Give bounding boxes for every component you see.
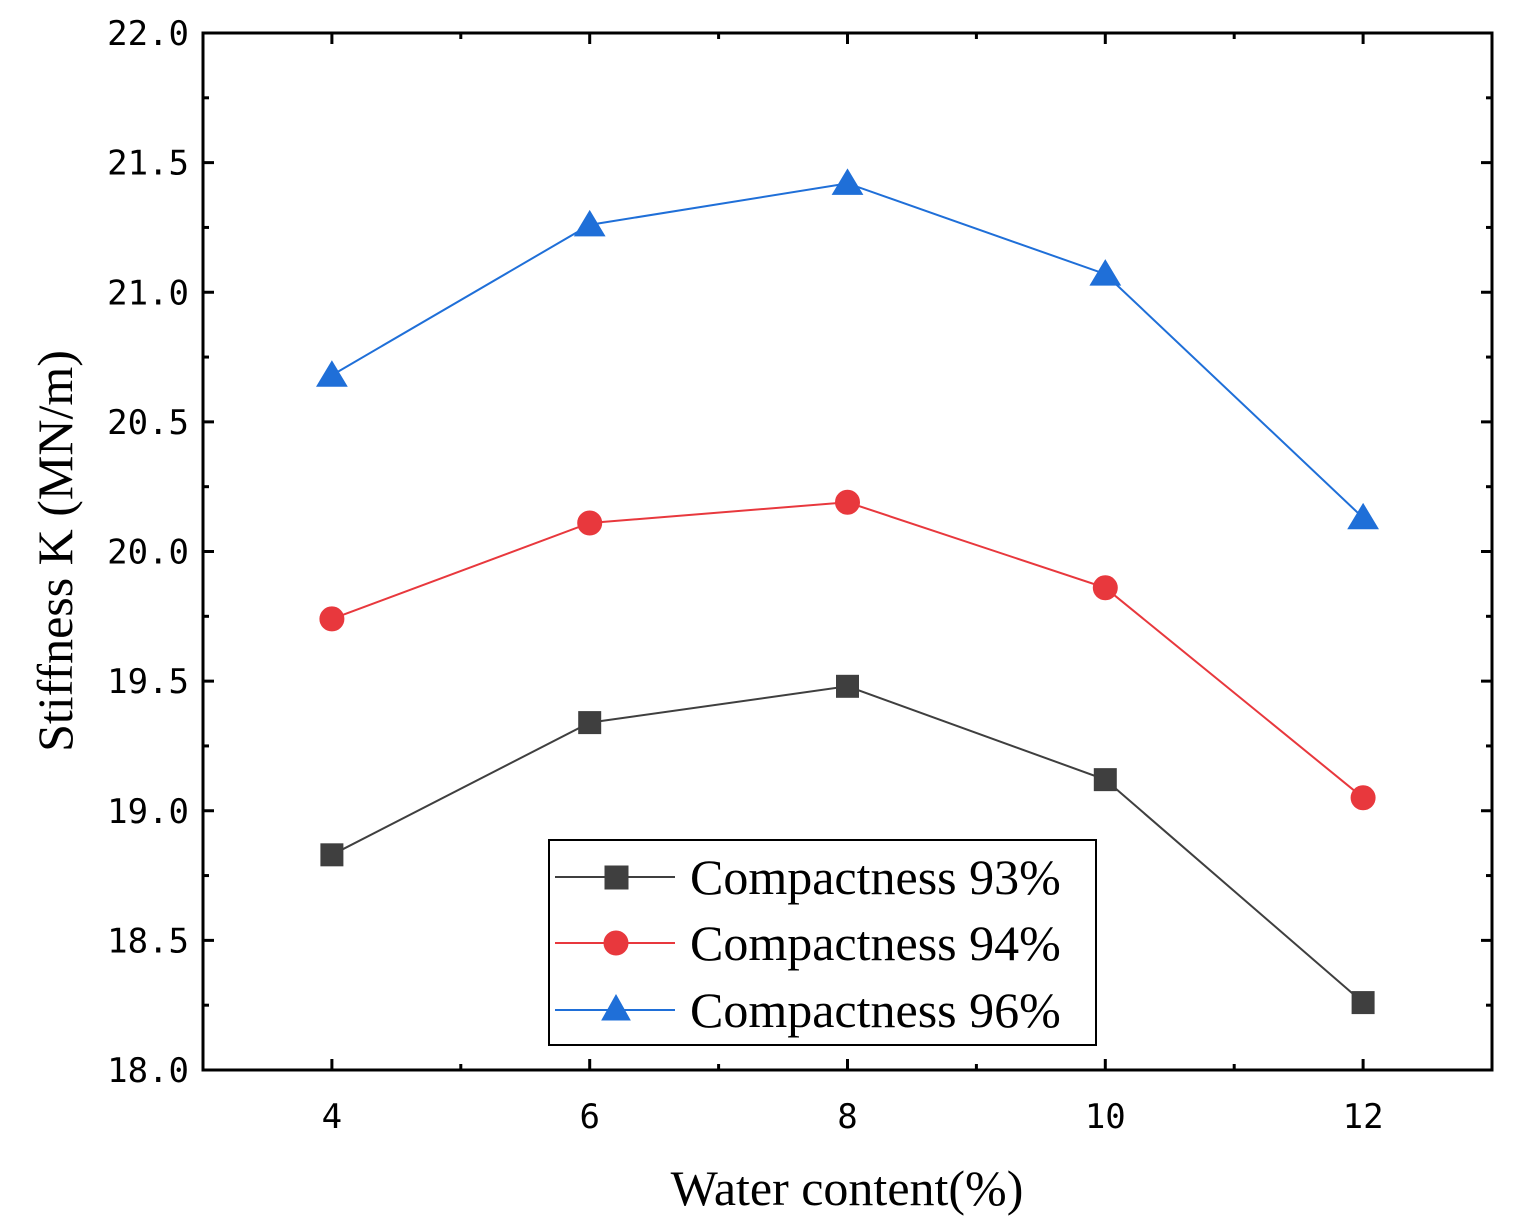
- ticks-layer: 18.0 18.5 19.0 19.5 20.0 20.5 21.0 21.5 22.0 4 6 8 1…: [107, 14, 1494, 1137]
- x-tick-label: 6: [579, 1097, 599, 1137]
- legend-marker-94: [603, 930, 629, 956]
- data-point: [573, 209, 606, 237]
- y-tick-label: 20.0: [107, 533, 189, 573]
- legend: Compactness 93% Compactness 94% Compactn…: [548, 839, 1097, 1046]
- y-tick-label: 21.0: [107, 273, 189, 313]
- x-tick-label: 10: [1085, 1097, 1126, 1137]
- data-point: [1351, 991, 1375, 1015]
- y-tick-label: 19.0: [107, 792, 189, 832]
- y-tick-label: 22.0: [107, 14, 189, 54]
- data-point: [1093, 768, 1117, 792]
- series-line: [331, 182, 1364, 519]
- x-axis-title: Water content(%): [671, 1160, 1024, 1216]
- data-point: [1350, 785, 1376, 811]
- legend-item-93: Compactness 93%: [555, 849, 1061, 905]
- data-point: [319, 606, 345, 632]
- y-tick-label: 18.5: [107, 921, 189, 961]
- x-tick-label: 8: [837, 1097, 857, 1137]
- series-3: [316, 168, 1379, 530]
- y-tick-label: 18.0: [107, 1051, 189, 1091]
- data-point: [1092, 575, 1118, 601]
- data-point: [316, 360, 348, 387]
- legend-item-96: Compactness 96%: [555, 982, 1061, 1038]
- legend-label-96: Compactness 96%: [690, 982, 1061, 1038]
- series-line: [331, 501, 1364, 799]
- series-2: [319, 489, 1376, 811]
- y-tick-label: 21.5: [107, 144, 189, 184]
- y-axis-title: Stiffness K (MN/m): [27, 350, 83, 752]
- plot-frame: [201, 31, 1494, 1072]
- legend-marker-96: [601, 993, 631, 1021]
- data-point: [1347, 502, 1379, 530]
- data-point: [578, 711, 602, 735]
- series-layer: [316, 168, 1379, 1015]
- y-tick-label: 20.5: [107, 403, 189, 443]
- data-point: [1089, 259, 1122, 286]
- y-tick-label: 19.5: [107, 662, 189, 702]
- data-point: [831, 168, 864, 195]
- data-point: [835, 489, 860, 515]
- data-point: [320, 843, 344, 867]
- x-tick-label: 12: [1343, 1097, 1384, 1137]
- legend-label-93: Compactness 93%: [690, 849, 1061, 905]
- legend-item-94: Compactness 94%: [555, 915, 1061, 971]
- legend-marker-93: [604, 865, 629, 890]
- x-tick-label: 4: [322, 1097, 342, 1137]
- data-point: [836, 674, 859, 698]
- data-point: [577, 510, 603, 536]
- series-1: [320, 674, 1375, 1015]
- legend-label-94: Compactness 94%: [690, 915, 1061, 971]
